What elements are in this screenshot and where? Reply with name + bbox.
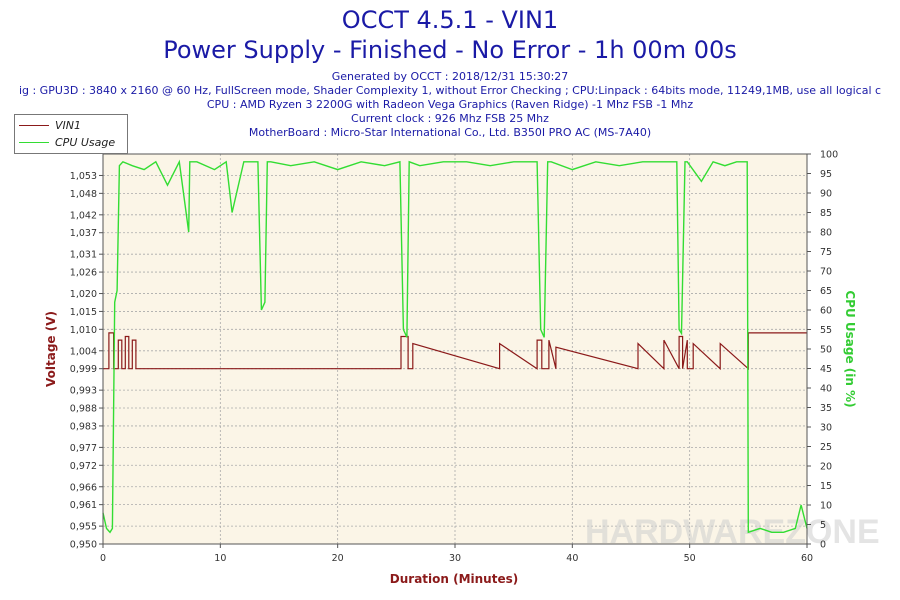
legend-swatch-vin1: [19, 124, 49, 126]
y2-tick-label: 55: [820, 325, 832, 336]
y2-axis-title: CPU Usage (in %): [843, 290, 857, 407]
y2-tick-label: 50: [820, 345, 832, 356]
x-tick-label: 40: [566, 553, 578, 564]
generated-info: Generated by OCCT : 2018/12/31 15:30:27: [331, 70, 569, 83]
y2-tick-label: 75: [820, 247, 832, 258]
y-tick-label: 1,020: [70, 289, 97, 300]
plot-area: [103, 154, 807, 544]
y2-tick-label: 80: [820, 228, 832, 239]
watermark: HARDWAREZONE: [585, 513, 880, 551]
y2-tick-label: 45: [820, 364, 832, 375]
series-group: [102, 159, 808, 534]
y-tick-label: 0,972: [70, 461, 97, 472]
y-tick-label: 0,966: [70, 482, 97, 493]
y2-tick-label: 85: [820, 208, 832, 219]
y-axis-ticks: 0,950 0,955 0,961 0,966 0,972 0,977 0,983 0,988…: [70, 171, 103, 551]
y2-axis-ticks: 0 5 10 15 20 25 30 35 40 45 50 55 60 65 70 75 80 85 90 95 10…: [807, 150, 838, 551]
chart-title: OCCT 4.5.1 - VIN1: [341, 6, 559, 34]
y2-tick-label: 100: [820, 150, 838, 161]
y-tick-label: 1,042: [70, 210, 97, 221]
y2-tick-label: 65: [820, 286, 832, 297]
chart-subtitle: Power Supply - Finished - No Error - 1h …: [163, 36, 737, 64]
y2-tick-label: 40: [820, 384, 832, 395]
legend-label-cpu: CPU Usage: [55, 135, 116, 149]
x-tick-label: 0: [100, 553, 106, 564]
y2-tick-label: 70: [820, 267, 832, 278]
motherboard-info: MotherBoard : Micro-Star International C…: [248, 126, 652, 139]
x-tick-label: 60: [801, 553, 813, 564]
y2-tick-label: 95: [820, 169, 832, 180]
clock-info: Current clock : 926 Mhz FSB 25 Mhz: [351, 112, 549, 125]
y2-tick-label: 30: [820, 423, 832, 434]
series-line-cpu-usage: [102, 159, 808, 534]
y2-tick-label: 20: [820, 462, 832, 473]
legend-label-vin1: VIN1: [55, 118, 81, 132]
y-tick-label: 1,048: [70, 189, 97, 200]
y-tick-label: 1,004: [70, 346, 97, 357]
y2-tick-label: 25: [820, 442, 832, 453]
y-tick-label: 0,993: [70, 386, 97, 397]
y-tick-label: 1,037: [70, 228, 97, 239]
config-info: ig : GPU3D : 3840 x 2160 @ 60 Hz, FullSc…: [18, 84, 882, 97]
y-tick-label: 0,999: [70, 364, 97, 375]
y-axis-title: Voltage (V): [44, 311, 58, 387]
y2-tick-label: 90: [820, 189, 832, 200]
y-tick-label: 0,988: [70, 404, 97, 415]
x-tick-label: 50: [684, 553, 696, 564]
legend-item-vin1: VIN1: [19, 118, 81, 132]
y-tick-label: 1,010: [70, 325, 97, 336]
series-line-vin1: [103, 332, 807, 371]
y-tick-label: 1,053: [70, 171, 97, 182]
x-tick-label: 30: [449, 553, 461, 564]
y2-tick-label: 60: [820, 306, 832, 317]
grid-lines: [103, 154, 807, 544]
y2-tick-label: 35: [820, 403, 832, 414]
y-tick-label: 1,031: [70, 250, 97, 261]
y2-tick-label: 10: [820, 501, 832, 512]
y-tick-label: 0,961: [70, 500, 97, 511]
y2-tick-label: 5: [820, 520, 826, 531]
y-tick-label: 0,955: [70, 522, 97, 533]
y-tick-label: 1,015: [70, 307, 97, 318]
legend-swatch-cpu: [19, 141, 49, 143]
x-tick-label: 10: [214, 553, 226, 564]
legend-item-cpu: CPU Usage: [19, 135, 115, 149]
x-tick-label: 20: [332, 553, 344, 564]
y-tick-label: 1,026: [70, 268, 97, 279]
legend: VIN1 CPU Usage: [14, 114, 128, 154]
x-axis-ticks: 0 10 20 30 40 50 60: [100, 544, 813, 564]
y-tick-label: 0,950: [70, 540, 97, 551]
cpu-info: CPU : AMD Ryzen 3 2200G with Radeon Vega…: [206, 98, 694, 111]
y2-tick-label: 0: [820, 540, 826, 551]
y2-tick-label: 15: [820, 481, 832, 492]
x-axis-title: Duration (Minutes): [390, 572, 518, 586]
y-tick-label: 0,983: [70, 421, 97, 432]
y-tick-label: 0,977: [70, 443, 97, 454]
